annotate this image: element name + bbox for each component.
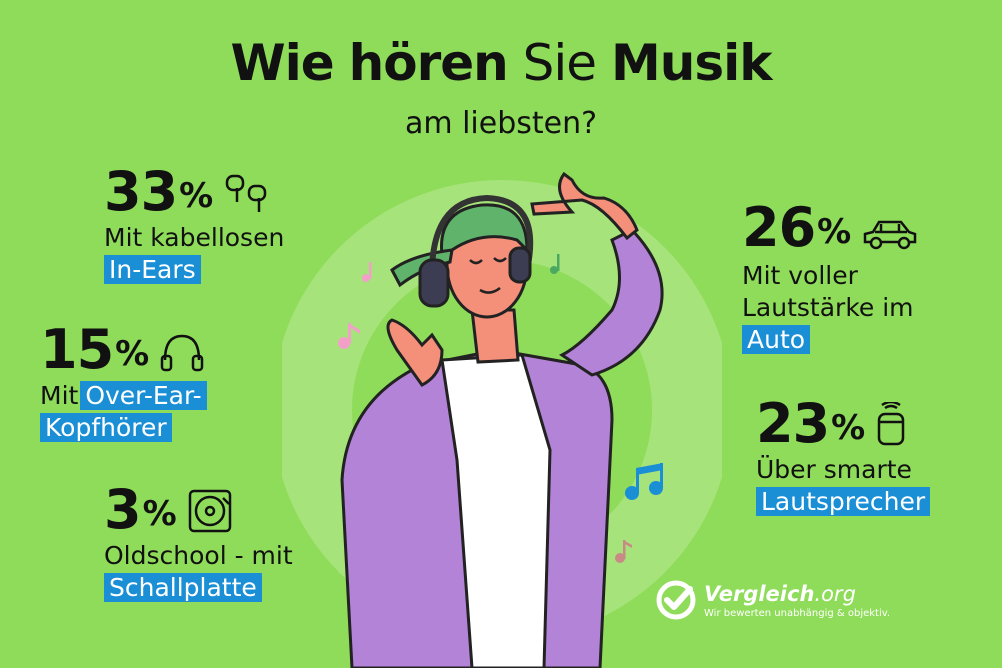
stat-label: Lautstärke im bbox=[742, 293, 914, 322]
stat-unit: % bbox=[142, 494, 177, 534]
smart-speaker-icon bbox=[877, 402, 905, 446]
raised-hand bbox=[530, 171, 639, 241]
headphone-cup-right bbox=[508, 246, 532, 284]
music-note-icon bbox=[615, 540, 632, 563]
stat-label: Mit kabellosen bbox=[104, 223, 285, 252]
brand-tagline: Wir bewerten unabhängig & objektiv. bbox=[704, 607, 891, 619]
left-hand bbox=[386, 318, 444, 387]
title-word-1: Wie bbox=[230, 34, 335, 92]
stat-in-ears: 33 % Mit kabellosen In-Ears bbox=[104, 164, 284, 286]
stat-unit: % bbox=[817, 212, 852, 252]
headphone-cup-left bbox=[418, 258, 450, 308]
shirt bbox=[440, 353, 552, 668]
stat-value: 23 bbox=[756, 392, 830, 455]
title-word-2: hören bbox=[348, 34, 509, 92]
brand-name: Vergleich bbox=[704, 581, 815, 606]
eye bbox=[469, 259, 483, 265]
stat-highlight: Auto bbox=[742, 325, 811, 354]
stat-highlight: Kopfhörer bbox=[40, 413, 172, 442]
subtitle: am liebsten? bbox=[404, 106, 598, 141]
stat-smart-speaker: 23 % Über smarte Lautsprecher bbox=[756, 392, 931, 518]
cap bbox=[440, 203, 529, 258]
title-word-3: Sie bbox=[522, 34, 597, 92]
stat-unit: % bbox=[115, 334, 150, 374]
stat-over-ear: 15 % Mit Over-Ear- Kopfhörer bbox=[40, 322, 207, 444]
eye bbox=[493, 257, 507, 263]
stat-value: 26 bbox=[742, 196, 816, 259]
stat-car: 26 % Mit voller Lautstärke im Auto bbox=[742, 200, 919, 356]
stat-vinyl: 3 % Oldschool - mit Schallplatte bbox=[104, 482, 293, 604]
stat-unit: % bbox=[179, 176, 214, 216]
stat-value: 15 bbox=[40, 318, 114, 381]
earbuds-icon bbox=[225, 174, 267, 212]
stat-unit: % bbox=[831, 408, 866, 448]
stat-label: Mit voller bbox=[742, 261, 858, 290]
stat-value: 33 bbox=[104, 160, 178, 223]
title-word-4: Musik bbox=[610, 34, 773, 92]
brand-tld: .org bbox=[814, 581, 856, 606]
music-note-icon bbox=[338, 323, 360, 349]
title: Wie hören Sie Musik bbox=[0, 32, 1002, 94]
neck bbox=[470, 308, 520, 364]
music-note-icon bbox=[362, 262, 372, 282]
stat-highlight: Lautsprecher bbox=[756, 487, 931, 516]
brand-logo: Vergleich.org Wir bewerten unabhängig & … bbox=[654, 578, 890, 622]
vinyl-record-icon bbox=[188, 489, 231, 533]
stat-label: Über smarte bbox=[756, 455, 912, 484]
smile bbox=[479, 286, 501, 294]
checkmark-logo-icon bbox=[656, 580, 696, 620]
stat-value: 3 bbox=[104, 478, 142, 541]
music-note-icon bbox=[625, 463, 663, 500]
headphone-band bbox=[428, 194, 534, 281]
person-listening-illustration bbox=[282, 171, 722, 668]
music-note-icon bbox=[550, 254, 560, 274]
car-icon bbox=[863, 220, 917, 250]
stat-highlight: Over-Ear- bbox=[80, 381, 207, 410]
stat-label: Oldschool - mit bbox=[104, 541, 293, 570]
stat-highlight: Schallplatte bbox=[104, 573, 262, 602]
stat-label: Mit bbox=[40, 381, 79, 410]
stat-highlight: In-Ears bbox=[104, 255, 201, 284]
headphones-icon bbox=[160, 334, 204, 372]
